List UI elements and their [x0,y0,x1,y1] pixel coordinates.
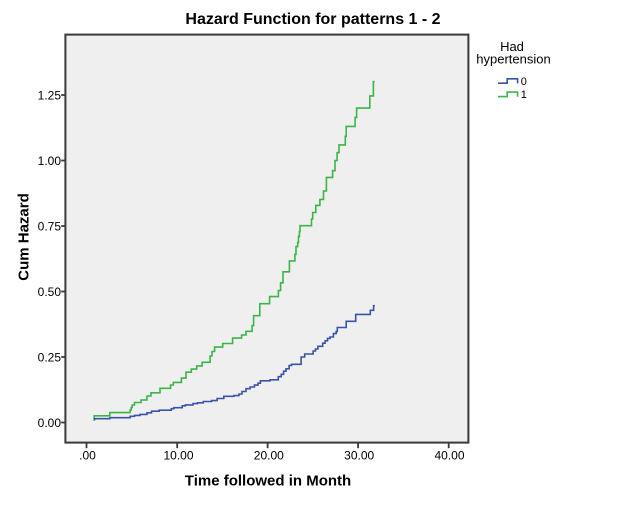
svg-text:Hazard Function for patterns 1: Hazard Function for patterns 1 - 2 [185,11,440,28]
svg-text:0.50: 0.50 [38,285,62,299]
svg-text:Cum Hazard: Cum Hazard [16,193,33,281]
svg-text:40.00: 40.00 [434,448,464,462]
svg-text:0.00: 0.00 [38,416,62,430]
svg-text:0: 0 [521,76,527,88]
svg-text:20.00: 20.00 [254,448,284,462]
svg-text:Had: Had [500,39,524,54]
svg-text:10.00: 10.00 [163,448,193,462]
svg-text:Time followed in Month: Time followed in Month [185,473,351,490]
svg-text:0.25: 0.25 [38,350,62,364]
svg-text:0.75: 0.75 [38,219,62,233]
svg-text:.00: .00 [79,448,96,462]
svg-text:1: 1 [521,89,527,101]
svg-text:hypertension: hypertension [476,52,550,67]
svg-text:1.00: 1.00 [38,154,62,168]
svg-text:30.00: 30.00 [344,448,374,462]
svg-text:1.25: 1.25 [38,88,62,102]
